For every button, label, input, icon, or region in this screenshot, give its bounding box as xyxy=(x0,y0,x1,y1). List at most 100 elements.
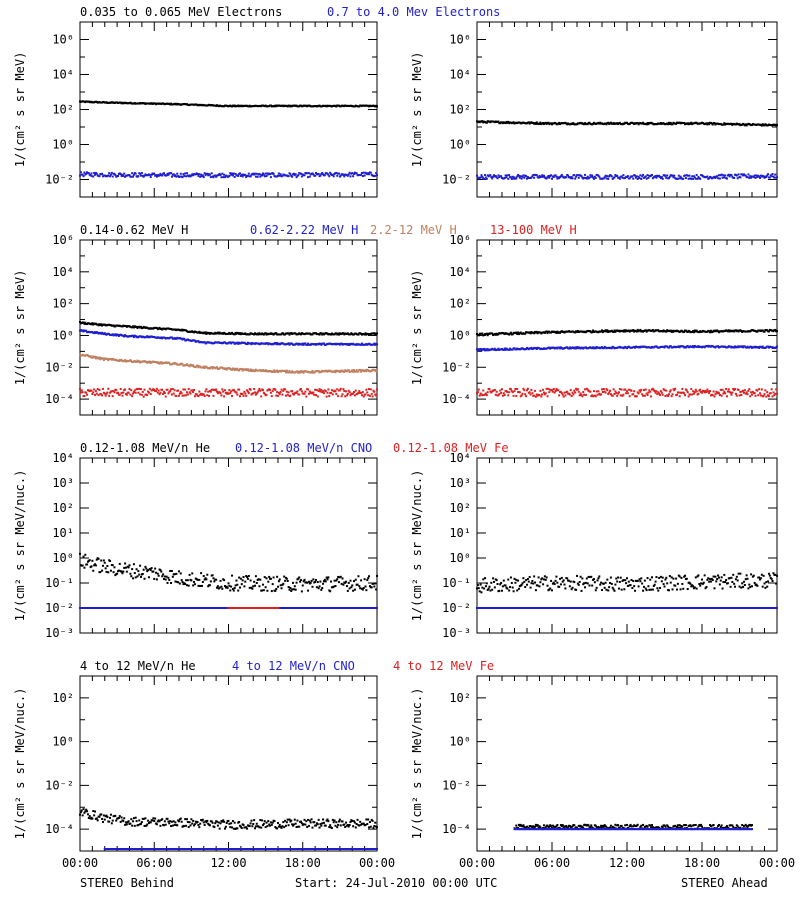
series-blue-behind xyxy=(79,329,378,346)
data-point xyxy=(363,370,366,373)
data-point xyxy=(236,393,239,396)
data-point xyxy=(485,394,488,397)
data-point xyxy=(256,175,259,178)
data-point xyxy=(181,394,184,397)
data-point xyxy=(552,388,555,391)
data-point xyxy=(82,321,85,324)
data-point xyxy=(526,583,528,586)
data-point xyxy=(687,177,690,180)
data-point xyxy=(752,176,755,179)
data-point xyxy=(531,392,534,395)
data-point xyxy=(731,391,734,394)
data-point xyxy=(201,580,204,583)
data-point xyxy=(357,333,360,336)
data-point xyxy=(723,122,726,125)
data-point xyxy=(485,121,488,124)
data-point xyxy=(483,177,486,180)
data-point xyxy=(158,326,161,329)
data-point xyxy=(81,173,84,176)
data-point xyxy=(178,175,181,178)
data-point xyxy=(654,391,657,394)
data-point xyxy=(198,390,201,393)
data-point xyxy=(140,393,143,396)
data-point xyxy=(557,389,560,392)
data-point xyxy=(114,174,117,177)
data-point xyxy=(353,580,356,583)
data-point xyxy=(333,173,336,176)
data-point xyxy=(351,172,354,175)
data-point xyxy=(698,331,701,334)
y-tick-label: 10⁻¹ xyxy=(45,576,74,590)
data-point xyxy=(638,389,641,392)
data-point xyxy=(762,394,765,397)
data-point xyxy=(506,391,509,394)
data-point xyxy=(666,174,669,177)
data-point xyxy=(332,585,335,588)
data-point xyxy=(352,392,355,395)
data-point xyxy=(773,176,776,179)
data-point xyxy=(651,177,654,180)
data-point xyxy=(499,389,502,392)
data-point xyxy=(192,174,195,177)
data-point xyxy=(123,566,126,569)
data-point xyxy=(143,388,146,391)
data-point xyxy=(676,177,679,180)
data-point xyxy=(219,173,222,176)
data-point xyxy=(477,388,480,391)
data-point xyxy=(199,175,202,178)
data-point xyxy=(278,174,281,177)
data-point xyxy=(758,175,761,178)
data-point xyxy=(646,122,649,125)
data-point xyxy=(686,174,689,177)
data-point xyxy=(744,123,747,126)
data-point xyxy=(512,590,515,593)
data-point xyxy=(322,582,325,585)
data-point xyxy=(98,388,101,391)
data-point xyxy=(623,122,626,125)
data-point xyxy=(351,584,354,587)
data-point xyxy=(308,390,311,393)
data-point xyxy=(234,172,237,175)
data-point xyxy=(524,586,527,589)
data-point xyxy=(238,576,241,579)
data-point xyxy=(372,582,375,585)
data-point xyxy=(216,390,219,393)
data-point xyxy=(92,175,95,178)
data-point xyxy=(246,577,249,580)
series-black-ahead xyxy=(476,120,778,127)
data-point xyxy=(239,174,242,177)
data-point xyxy=(548,176,551,179)
data-point xyxy=(569,389,572,392)
data-point xyxy=(484,577,487,580)
data-point xyxy=(330,580,333,583)
data-point xyxy=(535,330,538,333)
data-point xyxy=(553,391,556,394)
series-red-ahead xyxy=(476,387,778,398)
data-point xyxy=(219,579,222,582)
data-point xyxy=(103,332,106,335)
data-point xyxy=(130,389,133,392)
data-point xyxy=(604,391,607,394)
data-point xyxy=(550,174,553,177)
data-point xyxy=(523,176,526,179)
data-point xyxy=(776,124,778,127)
data-point xyxy=(333,333,336,336)
data-point xyxy=(750,345,753,348)
data-point xyxy=(101,394,104,397)
data-point xyxy=(668,175,671,178)
data-point xyxy=(559,331,562,334)
data-point xyxy=(526,577,529,580)
data-point xyxy=(670,330,673,333)
data-point xyxy=(717,345,720,348)
data-point xyxy=(753,392,756,395)
data-point xyxy=(518,391,521,394)
data-point xyxy=(82,555,85,558)
data-point xyxy=(322,342,325,345)
data-point xyxy=(332,175,335,178)
data-point xyxy=(660,176,663,179)
data-point xyxy=(509,576,512,579)
data-point xyxy=(196,578,199,581)
legend-entry: 0.62-2.22 MeV H xyxy=(250,223,358,237)
data-point xyxy=(231,368,234,371)
data-point xyxy=(266,589,269,592)
